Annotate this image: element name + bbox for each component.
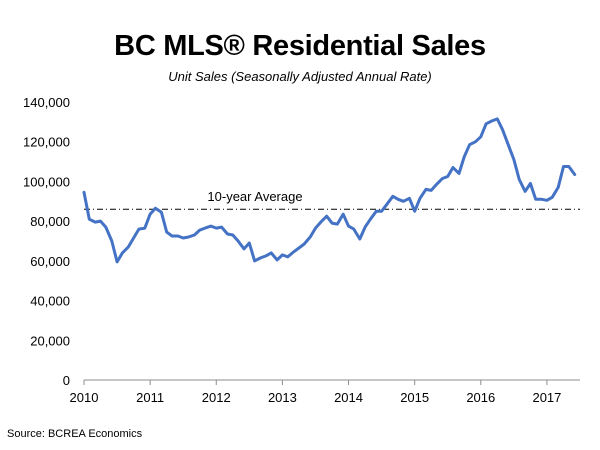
y-tick-label: 80,000 bbox=[30, 214, 70, 229]
y-tick-label: 100,000 bbox=[23, 174, 70, 189]
y-tick-label: 0 bbox=[63, 373, 70, 388]
chart-subtitle: Unit Sales (Seasonally Adjusted Annual R… bbox=[168, 69, 432, 84]
x-tick-label: 2011 bbox=[136, 390, 164, 405]
x-tick-label: 2015 bbox=[400, 390, 429, 405]
reference-line-label: 10-year Average bbox=[207, 189, 302, 204]
x-axis: 2010 2011 2012 2013 2014 2015 2016 2017 bbox=[70, 379, 580, 405]
x-tick-label: 2014 bbox=[334, 390, 363, 405]
series-line bbox=[82, 117, 577, 264]
x-tick-label: 2012 bbox=[202, 390, 231, 405]
x-tick-label: 2017 bbox=[532, 390, 561, 405]
source-note: Source: BCREA Economics bbox=[7, 428, 143, 440]
x-tick-label: 2016 bbox=[466, 390, 495, 405]
y-axis-tick-labels: 0 20,000 40,000 60,000 80,000 100,000 120,000 1… bbox=[23, 95, 70, 388]
y-tick-label: 20,000 bbox=[30, 333, 70, 348]
x-tick-label: 2010 bbox=[70, 390, 99, 405]
reference-line-group: 10-year Average bbox=[84, 189, 580, 210]
series-group bbox=[82, 117, 577, 264]
y-tick-label: 140,000 bbox=[23, 95, 70, 110]
y-tick-label: 40,000 bbox=[30, 294, 70, 309]
y-tick-label: 60,000 bbox=[30, 254, 70, 269]
chart-title: BC MLS® Residential Sales bbox=[114, 30, 486, 62]
y-tick-label: 120,000 bbox=[23, 135, 70, 150]
x-tick-label: 2013 bbox=[268, 390, 297, 405]
